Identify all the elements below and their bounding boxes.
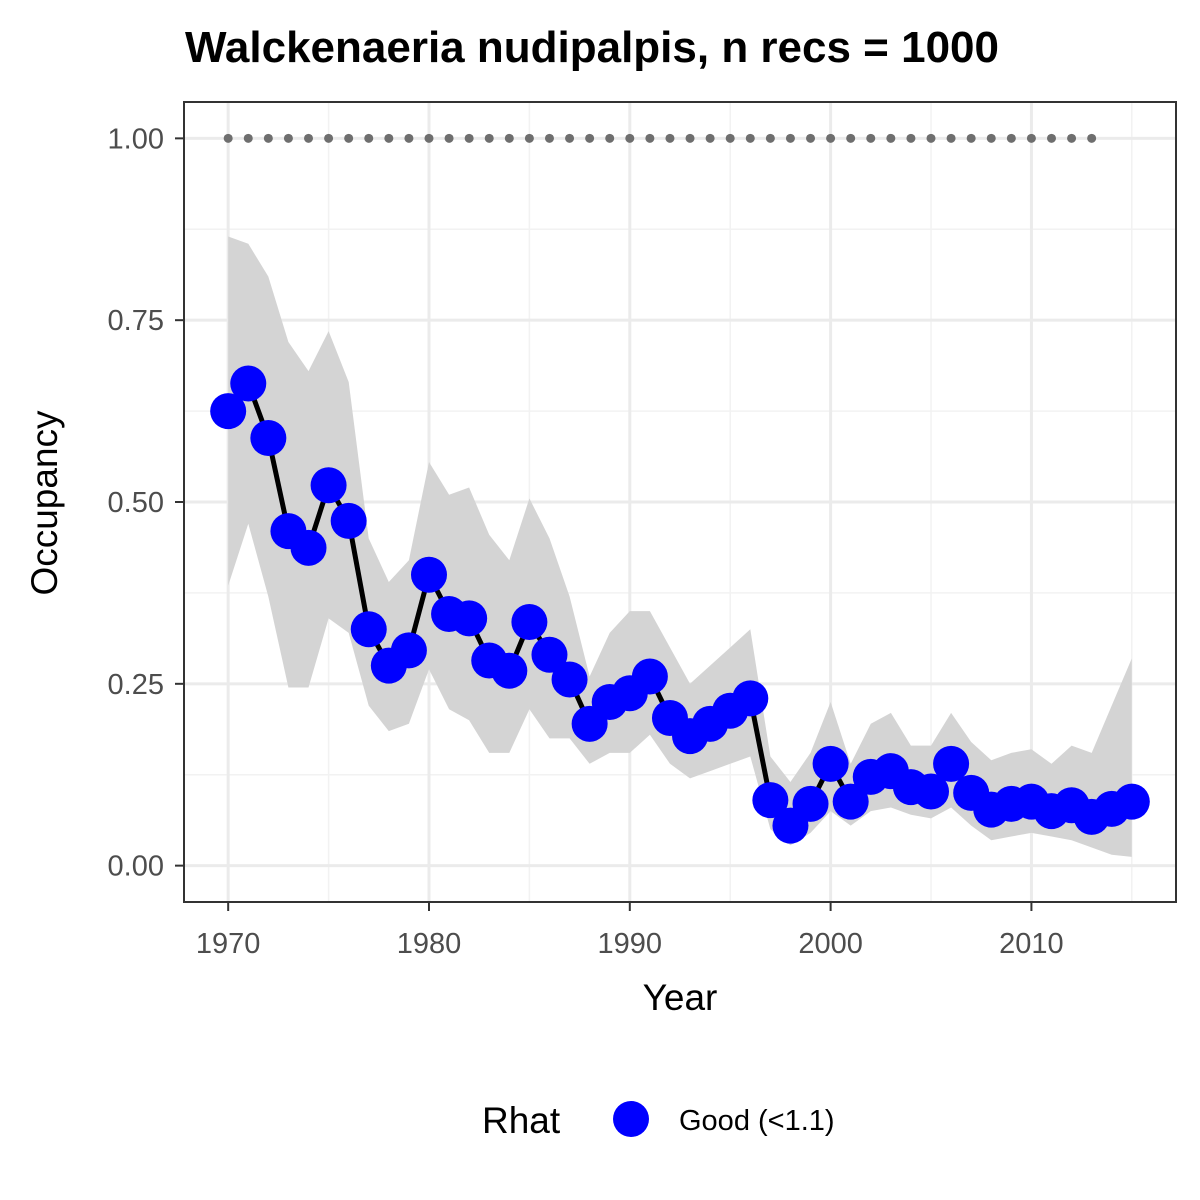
x-tick-label: 1970 [196, 928, 261, 960]
data-point [812, 745, 849, 782]
reference-dot [223, 133, 233, 143]
data-point [330, 502, 367, 539]
reference-dot [966, 133, 976, 143]
reference-dot [926, 133, 936, 143]
reference-dot [785, 133, 795, 143]
reference-dot [484, 133, 494, 143]
y-axis: 0.00 0.25 0.50 0.75 1.00 [108, 123, 184, 883]
reference-dot [243, 133, 253, 143]
reference-dot [1026, 133, 1036, 143]
reference-dot [846, 133, 856, 143]
reference-dot [665, 133, 675, 143]
x-tick-label: 1990 [598, 928, 663, 960]
reference-dot [283, 133, 293, 143]
reference-dot [986, 133, 996, 143]
y-tick-label: 0.75 [108, 305, 164, 337]
ribbon-area [228, 236, 1132, 857]
reference-dot [404, 133, 414, 143]
data-point [290, 529, 327, 566]
chart-title: Walckenaeria nudipalpis, n recs = 1000 [185, 23, 999, 72]
reference-dot [565, 133, 575, 143]
y-tick-label: 1.00 [108, 123, 164, 155]
data-point [350, 611, 387, 648]
reference-dot [946, 133, 956, 143]
reference-dot [906, 133, 916, 143]
reference-dot [866, 133, 876, 143]
reference-dot [765, 133, 775, 143]
reference-dot [826, 133, 836, 143]
reference-dot [1046, 133, 1056, 143]
reference-dot [344, 133, 354, 143]
y-tick-label: 0.00 [108, 851, 164, 883]
reference-dot [524, 133, 534, 143]
data-point [551, 661, 588, 698]
x-tick-label: 2000 [798, 928, 863, 960]
reference-dot [625, 133, 635, 143]
data-point [390, 632, 427, 669]
x-tick-label: 1980 [397, 928, 462, 960]
x-tick-label: 2010 [999, 928, 1064, 960]
reference-dot [464, 133, 474, 143]
reference-dot [585, 133, 595, 143]
legend: Rhat Good (<1.1) [482, 1100, 835, 1141]
reference-dot [504, 133, 514, 143]
data-point [732, 680, 769, 717]
reference-line [223, 133, 1097, 143]
data-point [210, 393, 247, 430]
data-point [832, 783, 869, 820]
reference-dot [444, 133, 454, 143]
data-point [1113, 783, 1150, 820]
y-axis-title: Occupancy [24, 410, 65, 596]
reference-dot [886, 133, 896, 143]
legend-label-good: Good (<1.1) [679, 1105, 835, 1137]
reference-dot [263, 133, 273, 143]
legend-title: Rhat [482, 1100, 561, 1141]
reference-dot [304, 133, 314, 143]
y-tick-label: 0.50 [108, 487, 164, 519]
data-point [451, 600, 488, 637]
reference-dot [605, 133, 615, 143]
reference-dot [1067, 133, 1077, 143]
data-point [792, 785, 829, 822]
reference-dot [324, 133, 334, 143]
occupancy-points [210, 365, 1150, 844]
reference-dot [685, 133, 695, 143]
reference-dot [645, 133, 655, 143]
x-axis-title: Year [643, 977, 718, 1018]
data-point [310, 467, 347, 504]
data-point [631, 658, 668, 695]
data-point [913, 773, 950, 810]
reference-dot [725, 133, 735, 143]
reference-dot [745, 133, 755, 143]
credible-interval-ribbon [228, 236, 1132, 857]
data-point [230, 365, 267, 402]
data-point [491, 652, 528, 689]
data-point [531, 636, 568, 673]
reference-dot [705, 133, 715, 143]
reference-dot [806, 133, 816, 143]
reference-dot [1087, 133, 1097, 143]
reference-dot [544, 133, 554, 143]
reference-dot [424, 133, 434, 143]
data-point [752, 782, 789, 819]
legend-key-good [613, 1101, 649, 1137]
y-tick-label: 0.25 [108, 669, 164, 701]
data-point [933, 745, 970, 782]
reference-dot [1006, 133, 1016, 143]
reference-dot [364, 133, 374, 143]
x-axis: 1970 1980 1990 2000 2010 [196, 902, 1064, 960]
data-point [410, 556, 447, 593]
data-point [511, 604, 548, 640]
reference-dot [384, 133, 394, 143]
data-point [250, 420, 287, 456]
